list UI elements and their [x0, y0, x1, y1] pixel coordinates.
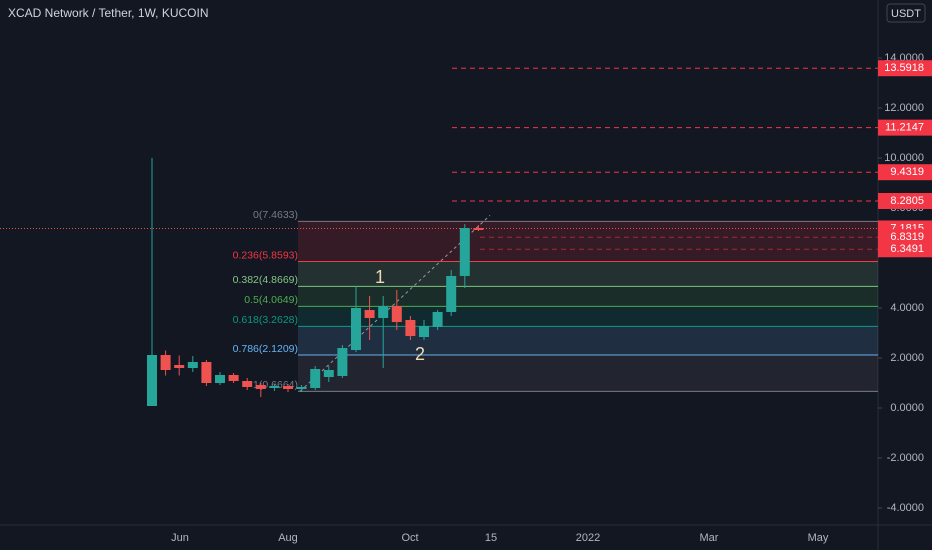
fib-zone: [298, 354, 878, 392]
candle-body: [391, 306, 402, 322]
candle-body: [215, 375, 225, 383]
fib-zone: [298, 306, 878, 327]
candle-body: [432, 312, 443, 327]
candle-body: [473, 228, 484, 230]
fib-label: 0.618(3.2628): [233, 314, 298, 326]
annotation: 1: [375, 267, 385, 287]
x-tick-label: Oct: [401, 532, 418, 544]
chart-title: XCAD Network / Tether, 1W, KUCOIN: [8, 6, 209, 20]
target-tag-bg: [878, 119, 932, 136]
candle-body: [378, 306, 389, 318]
candle-body: [147, 355, 157, 406]
x-tick-label: May: [808, 532, 829, 544]
candle-body: [419, 326, 429, 337]
candle-body: [337, 348, 348, 376]
candle-body: [323, 370, 334, 377]
candle-body: [351, 308, 361, 350]
candle-body: [160, 355, 171, 370]
minor-tag-bg: [878, 229, 932, 246]
fib-label: 0.786(2.1209): [233, 343, 298, 355]
currency-box[interactable]: [886, 3, 926, 23]
fib-label: 0(7.4633): [253, 209, 298, 221]
target-tag: 13.5918: [884, 62, 924, 74]
y-tick-label: 0.0000: [890, 402, 924, 414]
target-tag-bg: [878, 60, 932, 77]
candle-body: [405, 320, 416, 336]
x-tick-label: Aug: [278, 532, 298, 544]
candle-body: [310, 369, 321, 388]
fib-label: 0.382(4.8669): [233, 274, 298, 286]
fib-zone: [298, 221, 878, 262]
candle-body: [201, 362, 212, 383]
y-tick-label: 4.0000: [890, 302, 924, 314]
y-tick-label: 2.0000: [890, 352, 924, 364]
candle-body: [283, 386, 293, 389]
target-tag: 9.4319: [890, 166, 924, 178]
target-tag: 8.2805: [890, 195, 924, 207]
x-tick-label: 15: [485, 532, 497, 544]
candle-body: [296, 387, 307, 389]
target-tag-bg: [878, 192, 932, 209]
y-tick-label: 10.0000: [884, 152, 924, 164]
fib-zone: [298, 326, 878, 355]
minor-tag: 6.8319: [890, 231, 924, 243]
fib-label: 0.236(5.8593): [233, 249, 298, 261]
fib-label: 0.5(4.0649): [244, 294, 298, 306]
fib-zone: [298, 286, 878, 307]
fib-trend: [299, 215, 491, 392]
candle-body: [174, 365, 185, 368]
candle-body: [228, 375, 239, 381]
y-tick-label: -2.0000: [887, 452, 924, 464]
y-tick-label: 12.0000: [884, 102, 924, 114]
minor-tag: 6.3491: [890, 243, 924, 255]
x-tick-label: 2022: [576, 532, 600, 544]
minor-tag-bg: [878, 241, 932, 258]
target-tag-bg: [878, 164, 932, 181]
y-tick-label: -4.0000: [887, 502, 924, 514]
candle-body: [187, 362, 198, 368]
x-tick-label: Jun: [171, 532, 189, 544]
fib-zone: [298, 261, 878, 287]
candle-body: [446, 276, 457, 312]
annotation: 2: [415, 344, 425, 364]
target-tag: 11.2147: [885, 122, 924, 134]
candle-body: [242, 381, 253, 387]
candle-body: [269, 386, 280, 388]
candle-body: [459, 228, 470, 276]
currency[interactable]: USDT: [891, 8, 921, 20]
candle-body: [255, 385, 266, 389]
candle-body: [364, 310, 375, 318]
x-tick-label: Mar: [700, 532, 719, 544]
